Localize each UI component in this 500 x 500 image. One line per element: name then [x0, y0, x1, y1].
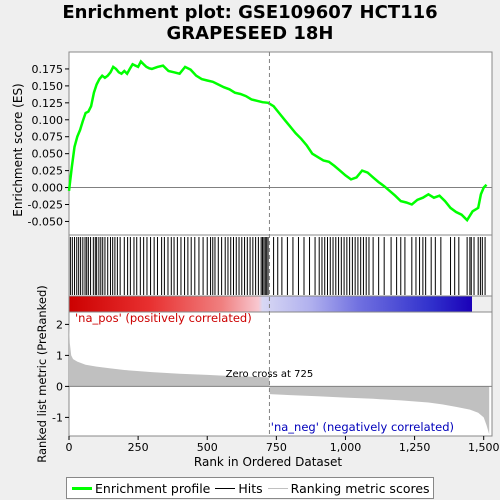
- hit-marks: [69, 237, 486, 295]
- legend: Enrichment profile Hits Ranking metric s…: [66, 477, 434, 499]
- metric-x-tick-label: 0: [66, 441, 73, 454]
- legend-label-ranking: Ranking metric scores: [290, 480, 430, 496]
- metric-y-axis-label: Ranked list metric (PreRanked): [35, 285, 49, 463]
- es-panel: [68, 51, 493, 236]
- metric-x-tick-label: 750: [266, 441, 287, 454]
- na-neg-label: 'na_neg' (negatively correlated): [271, 420, 454, 434]
- es-y-tick-label: 0.175: [32, 63, 64, 76]
- legend-item-enrichment: Enrichment profile: [72, 481, 210, 496]
- zero-cross-label: Zero cross at 725: [226, 369, 314, 380]
- chart-title-line1: Enrichment plot: GSE109607 HCT116: [62, 2, 438, 23]
- es-y-tick-label: -0.050: [28, 215, 63, 228]
- es-y-tick-label: 0.100: [32, 114, 64, 127]
- metric-x-axis: 0 250 500 750 1,000 1,250 1,500: [66, 436, 500, 454]
- hits-panel: [68, 234, 493, 297]
- es-y-tick-label: 0.125: [32, 97, 64, 110]
- legend-swatch-enrichment: [72, 486, 92, 490]
- metric-x-tick-label: 250: [128, 441, 149, 454]
- legend-swatch-hits: [215, 487, 236, 489]
- na-pos-label: 'na_pos' (positively correlated): [75, 311, 252, 325]
- metric-y-tick-label: 0: [56, 380, 63, 393]
- legend-swatch-ranking: [267, 487, 288, 489]
- es-y-tick-label: 0.025: [32, 165, 64, 178]
- metric-x-tick-label: 1,000: [330, 441, 362, 454]
- metric-y-tick-label: 2: [56, 318, 63, 331]
- ranking-metric-area: [69, 321, 490, 435]
- metric-x-tick-label: 500: [197, 441, 218, 454]
- rank-color-bar: [69, 296, 472, 312]
- es-y-tick-label: 0.000: [32, 182, 64, 195]
- enrichment-profile-line: [67, 59, 488, 223]
- es-y-tick-label: 0.075: [32, 131, 64, 144]
- chart-title-line2: GRAPESEED 18H: [166, 23, 334, 44]
- metric-y-tick-label: -1: [52, 411, 63, 424]
- es-y-tick-label: -0.025: [28, 199, 63, 212]
- es-y-axis-label: Enrichment score (ES): [11, 83, 25, 216]
- chart-title: Enrichment plot: GSE109607 HCT116 GRAPES…: [0, 2, 500, 44]
- legend-item-hits: Hits: [215, 480, 263, 496]
- es-y-axis: -0.050 -0.025 0.000 0.025 0.050 0.075 0.100 0.1…: [28, 63, 69, 228]
- metric-x-tick-label: 1,500: [468, 441, 500, 454]
- metric-y-tick-label: 1: [56, 349, 63, 362]
- es-y-tick-label: 0.050: [32, 148, 64, 161]
- metric-x-axis-label: Rank in Ordered Dataset: [194, 455, 342, 469]
- legend-item-ranking: Ranking metric scores: [267, 480, 430, 496]
- legend-label-enrichment: Enrichment profile: [95, 480, 211, 496]
- metric-y-axis: -1 0 1 2: [52, 318, 69, 424]
- metric-x-tick-label: 1,250: [399, 441, 431, 454]
- legend-label-hits: Hits: [238, 480, 263, 496]
- es-y-tick-label: 0.150: [32, 80, 64, 93]
